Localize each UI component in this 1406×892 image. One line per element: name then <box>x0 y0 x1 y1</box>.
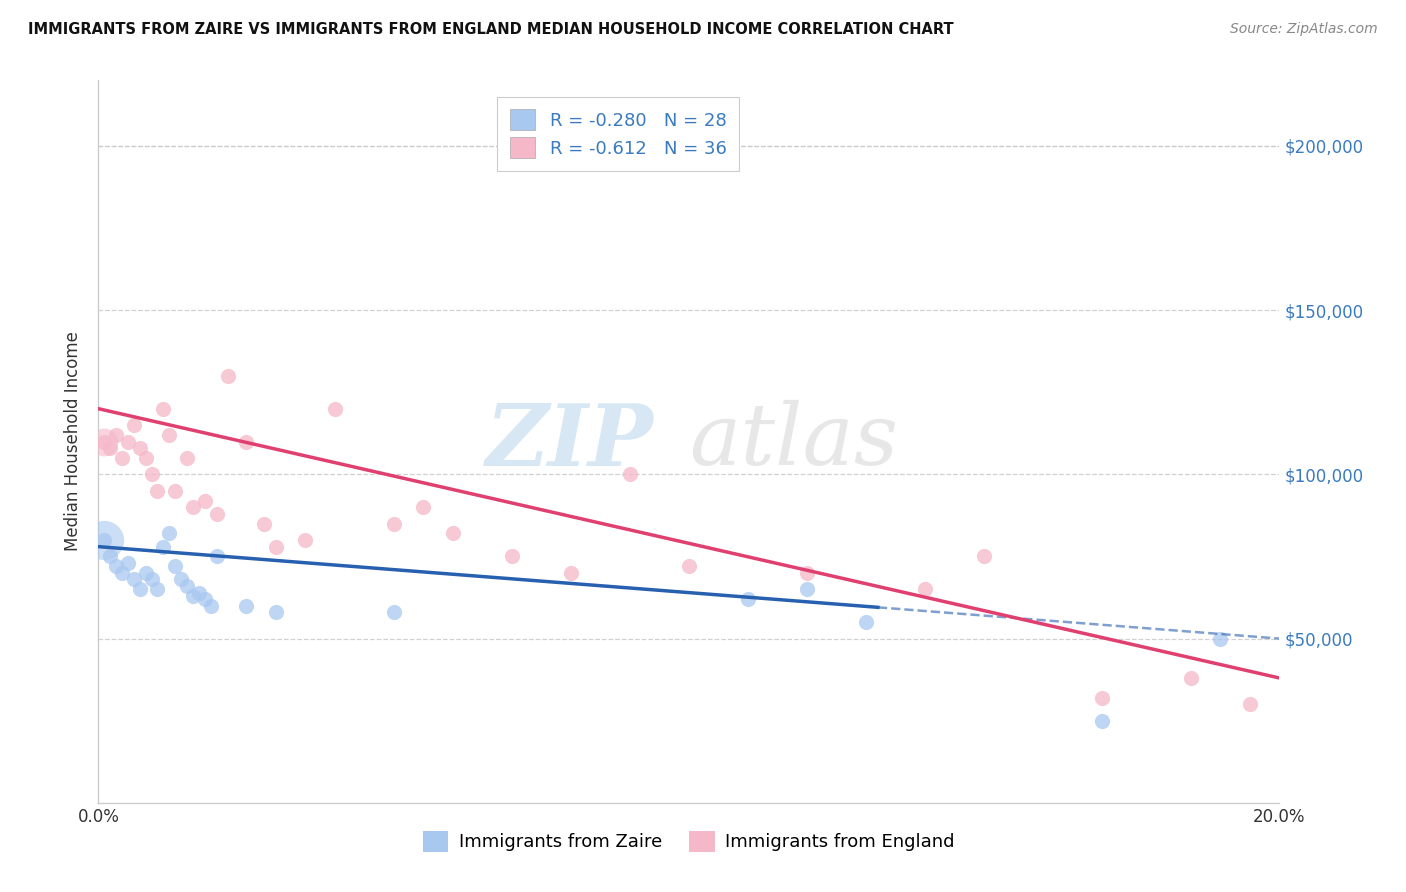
Point <box>412 500 434 515</box>
Point <box>98 549 121 564</box>
Point <box>157 428 180 442</box>
Point <box>181 589 204 603</box>
Point <box>217 368 239 383</box>
Point <box>264 540 287 554</box>
Point <box>323 401 346 416</box>
Point <box>1209 632 1232 646</box>
Point <box>205 507 228 521</box>
Y-axis label: Median Household Income: Median Household Income <box>65 332 83 551</box>
Point <box>855 615 877 630</box>
Point <box>194 493 217 508</box>
Point <box>135 566 157 580</box>
Point <box>93 434 115 449</box>
Point <box>501 549 523 564</box>
Point <box>235 599 257 613</box>
Point <box>93 434 115 449</box>
Point <box>235 434 257 449</box>
Point <box>122 418 145 433</box>
Text: ZIP: ZIP <box>485 400 654 483</box>
Point <box>111 566 134 580</box>
Point <box>264 605 287 619</box>
Point <box>796 582 818 597</box>
Point <box>205 549 228 564</box>
Point <box>382 605 405 619</box>
Point <box>176 450 198 465</box>
Point <box>194 592 217 607</box>
Point <box>187 585 209 599</box>
Point <box>294 533 316 547</box>
Point <box>93 533 115 547</box>
Point <box>105 559 128 574</box>
Point <box>1239 698 1261 712</box>
Point <box>181 500 204 515</box>
Point <box>98 441 121 455</box>
Point <box>111 450 134 465</box>
Point <box>619 467 641 482</box>
Point <box>152 540 174 554</box>
Point <box>146 582 169 597</box>
Point <box>152 401 174 416</box>
Text: Source: ZipAtlas.com: Source: ZipAtlas.com <box>1230 22 1378 37</box>
Point <box>914 582 936 597</box>
Point <box>135 450 157 465</box>
Point <box>105 428 128 442</box>
Point <box>93 533 115 547</box>
Point <box>165 483 187 498</box>
Point <box>1180 671 1202 685</box>
Point <box>141 467 163 482</box>
Point <box>122 573 145 587</box>
Point <box>117 556 139 570</box>
Point <box>146 483 169 498</box>
Point <box>176 579 198 593</box>
Point <box>128 441 150 455</box>
Point <box>200 599 222 613</box>
Point <box>141 573 163 587</box>
Point <box>973 549 995 564</box>
Point <box>165 559 187 574</box>
Point <box>560 566 582 580</box>
Point <box>253 516 276 531</box>
Point <box>678 559 700 574</box>
Point <box>796 566 818 580</box>
Point <box>170 573 193 587</box>
Point <box>441 526 464 541</box>
Point <box>737 592 759 607</box>
Point <box>1091 690 1114 705</box>
Point <box>1091 714 1114 728</box>
Point <box>128 582 150 597</box>
Legend: Immigrants from Zaire, Immigrants from England: Immigrants from Zaire, Immigrants from E… <box>416 823 962 859</box>
Point <box>117 434 139 449</box>
Point <box>157 526 180 541</box>
Point <box>382 516 405 531</box>
Text: IMMIGRANTS FROM ZAIRE VS IMMIGRANTS FROM ENGLAND MEDIAN HOUSEHOLD INCOME CORRELA: IMMIGRANTS FROM ZAIRE VS IMMIGRANTS FROM… <box>28 22 953 37</box>
Text: atlas: atlas <box>689 401 898 483</box>
